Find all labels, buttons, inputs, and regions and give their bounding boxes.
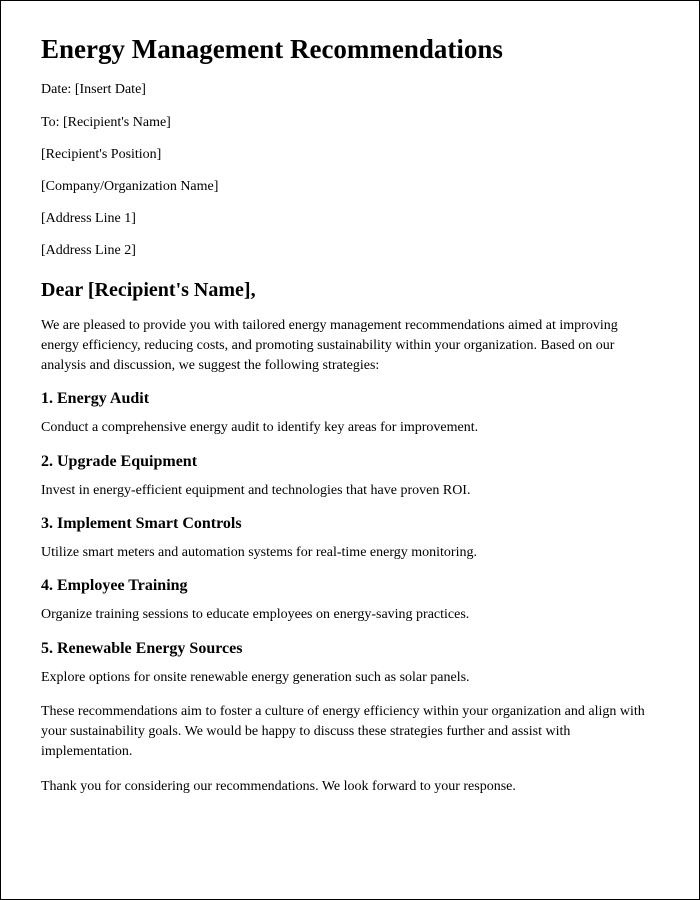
document-page: Energy Management Recommendations Date: … bbox=[0, 0, 700, 900]
section-body-3: Utilize smart meters and automation syst… bbox=[41, 543, 659, 563]
section-body-4: Organize training sessions to educate em… bbox=[41, 605, 659, 625]
section-body-1: Conduct a comprehensive energy audit to … bbox=[41, 418, 659, 438]
section-heading-5: 5. Renewable Energy Sources bbox=[41, 640, 659, 658]
page-title: Energy Management Recommendations bbox=[41, 33, 659, 65]
intro-paragraph: We are pleased to provide you with tailo… bbox=[41, 316, 659, 377]
meta-address2: [Address Line 2] bbox=[41, 242, 659, 260]
meta-address1: [Address Line 1] bbox=[41, 210, 659, 228]
section-body-5: Explore options for onsite renewable ene… bbox=[41, 668, 659, 688]
meta-date: Date: [Insert Date] bbox=[41, 81, 659, 99]
meta-to: To: [Recipient's Name] bbox=[41, 114, 659, 132]
closing-paragraph: Thank you for considering our recommenda… bbox=[41, 777, 659, 797]
outro-paragraph: These recommendations aim to foster a cu… bbox=[41, 702, 659, 763]
section-heading-1: 1. Energy Audit bbox=[41, 390, 659, 408]
salutation: Dear [Recipient's Name], bbox=[41, 279, 659, 302]
section-body-2: Invest in energy-efficient equipment and… bbox=[41, 481, 659, 501]
meta-company: [Company/Organization Name] bbox=[41, 178, 659, 196]
section-heading-3: 3. Implement Smart Controls bbox=[41, 515, 659, 533]
section-heading-2: 2. Upgrade Equipment bbox=[41, 453, 659, 471]
section-heading-4: 4. Employee Training bbox=[41, 577, 659, 595]
meta-position: [Recipient's Position] bbox=[41, 146, 659, 164]
